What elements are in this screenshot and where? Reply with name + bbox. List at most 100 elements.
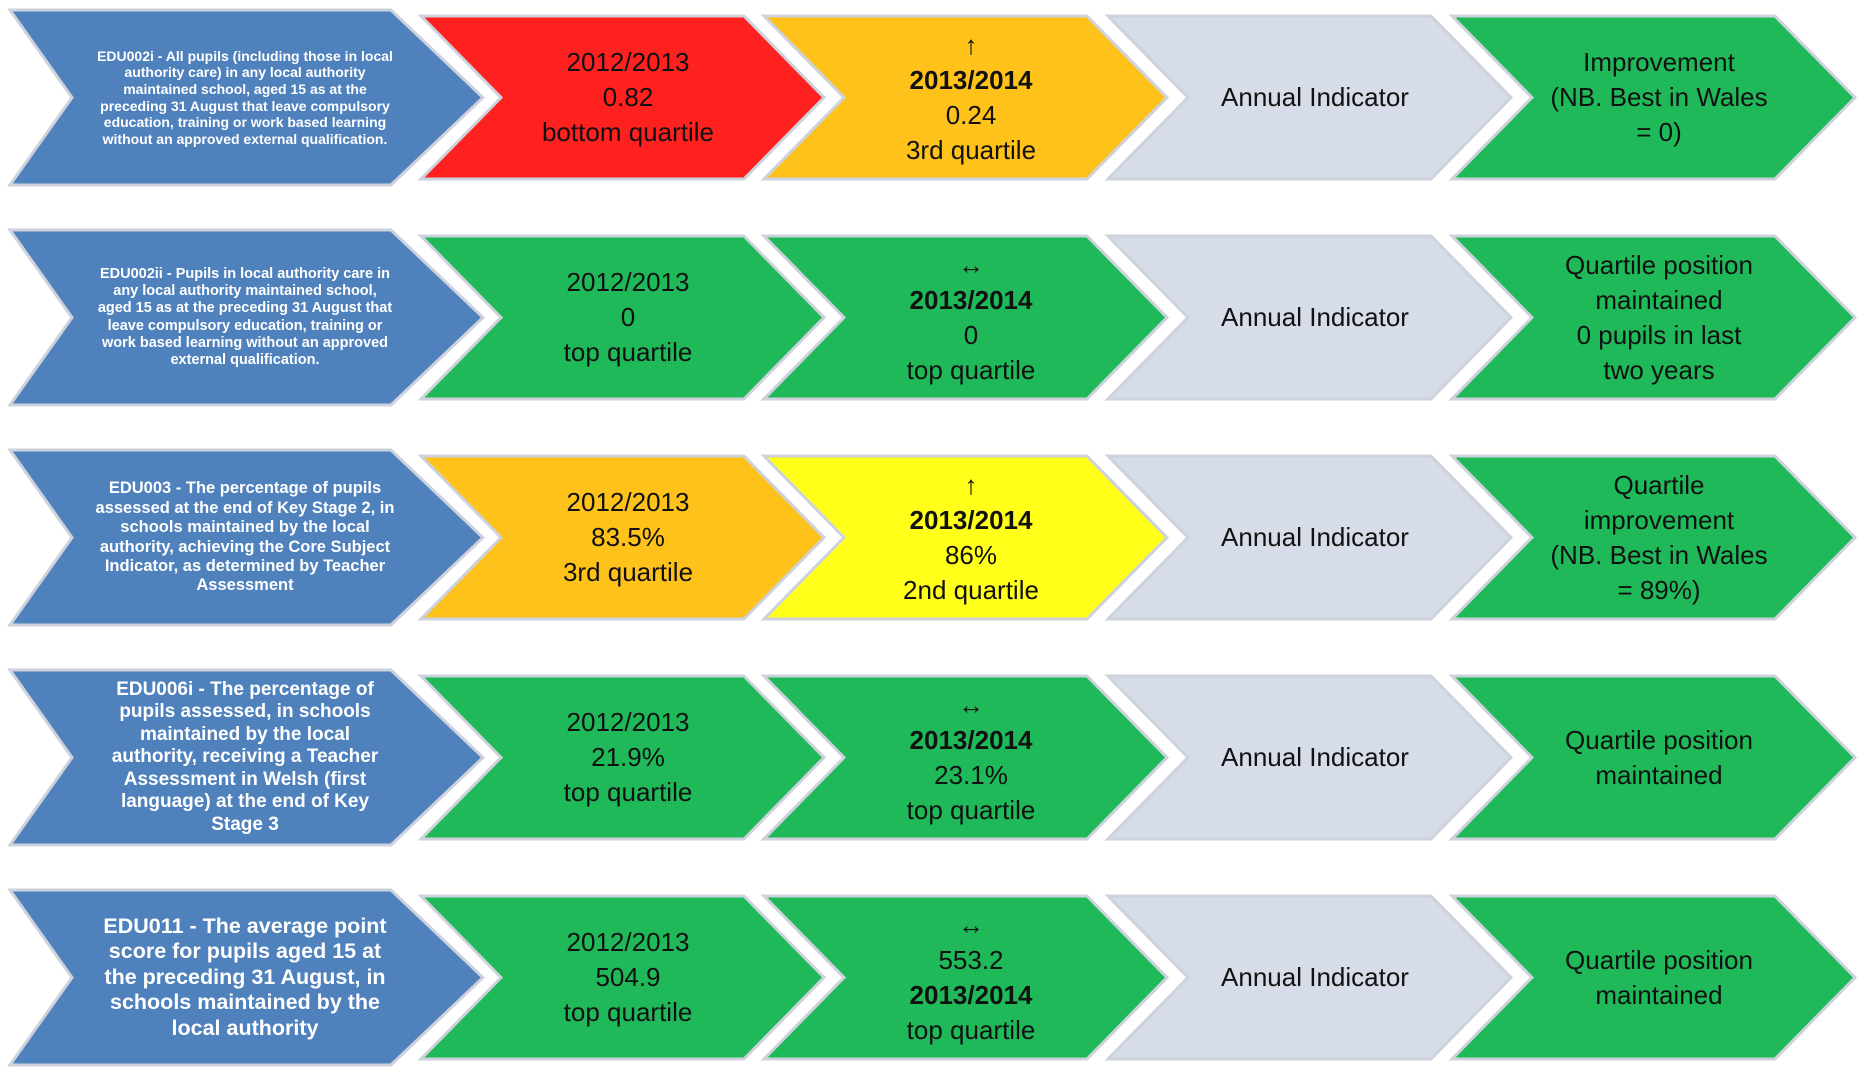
- comment-text: Quartile position maintained: [1509, 896, 1809, 1059]
- current-year-text: ↑ 2013/2014 86% 2nd quartile: [821, 456, 1121, 619]
- frequency-text: Annual Indicator: [1165, 16, 1465, 179]
- text-line: ↔: [958, 249, 984, 280]
- comment-text: Quartile improvement (NB. Best in Wales = 8…: [1509, 456, 1809, 619]
- text-line: 2013/2014: [909, 724, 1033, 755]
- text-line: Quartile position: [1565, 249, 1753, 280]
- text-line: Quartile position: [1565, 944, 1753, 975]
- current-year-text: ↔ 2013/2014 23.1% top quartile: [821, 676, 1121, 839]
- frequency-text: Annual Indicator: [1165, 896, 1465, 1059]
- previous-year-text: 2012/2013 83.5% 3rd quartile: [478, 456, 778, 619]
- text-line: 504.9: [595, 962, 661, 992]
- text-line: 2nd quartile: [903, 574, 1039, 605]
- text-line: top quartile: [906, 354, 1036, 385]
- indicator-chevron: [7, 888, 486, 1067]
- text-line: 2012/2013: [566, 47, 690, 77]
- text-line: 3rd quartile: [905, 134, 1037, 165]
- indicator-text: EDU006i - The percentage of pupils asses…: [111, 679, 379, 835]
- text-line: 83.5%: [591, 522, 665, 552]
- current-year-chevron: [760, 454, 1170, 621]
- comment-chevron: [1448, 454, 1858, 621]
- frequency-chevron: [1104, 894, 1514, 1061]
- text-line: improvement: [1583, 504, 1735, 535]
- text-line: Annual Indicator: [1221, 82, 1409, 112]
- current-year-chevron: [760, 234, 1170, 401]
- comment-chevron: [1448, 674, 1858, 841]
- text-line: Annual Indicator: [1221, 742, 1409, 772]
- previous-year-text: 2012/2013 0 top quartile: [478, 236, 778, 399]
- text-line: 2013/2014: [909, 64, 1033, 95]
- text-line: Annual Indicator: [1221, 962, 1409, 992]
- frequency-text: Annual Indicator: [1165, 456, 1465, 619]
- text-line: 2012/2013: [566, 927, 690, 957]
- indicator-text: EDU002ii - Pupils in local authority car…: [97, 266, 393, 368]
- text-line: 2012/2013: [566, 267, 690, 297]
- text-line: 0: [620, 302, 636, 332]
- text-line: 2012/2013: [566, 487, 690, 517]
- frequency-chevron: [1104, 674, 1514, 841]
- frequency-text: Annual Indicator: [1165, 676, 1465, 839]
- text-line: = 0): [1636, 117, 1682, 147]
- text-line: 2013/2014: [909, 979, 1033, 1010]
- previous-year-chevron: [417, 14, 827, 181]
- text-line: 86%: [944, 539, 998, 570]
- text-line: top quartile: [906, 1014, 1036, 1045]
- text-line: 3rd quartile: [562, 557, 694, 587]
- text-line: maintained: [1595, 759, 1723, 790]
- text-line: 553.2: [938, 944, 1004, 975]
- text-line: ↔: [958, 909, 984, 940]
- text-line: ↔: [958, 689, 984, 720]
- text-line: ↑: [964, 29, 978, 60]
- current-year-chevron: [760, 894, 1170, 1061]
- text-line: (NB. Best in Wales: [1550, 539, 1768, 570]
- comment-chevron: [1448, 14, 1858, 181]
- text-line: = 89%): [1617, 574, 1701, 605]
- text-line: top quartile: [563, 337, 693, 367]
- current-year-text: ↑ 2013/2014 0.24 3rd quartile: [821, 16, 1121, 179]
- text-line: 0.24: [945, 99, 997, 130]
- previous-year-chevron: [417, 894, 827, 1061]
- frequency-chevron: [1104, 454, 1514, 621]
- indicator-text: EDU011 - The average point score for pup…: [103, 914, 387, 1040]
- text-line: bottom quartile: [542, 117, 714, 147]
- indicator-text: EDU002i - All pupils (including those in…: [97, 47, 393, 147]
- text-line: Annual Indicator: [1221, 302, 1409, 332]
- text-line: two years: [1603, 354, 1715, 385]
- text-line: 23.1%: [934, 759, 1008, 790]
- text-line: 2012/2013: [566, 707, 690, 737]
- text-line: (NB. Best in Wales: [1550, 82, 1768, 112]
- text-line: ↑: [964, 469, 978, 500]
- current-year-chevron: [760, 674, 1170, 841]
- comment-chevron: [1448, 234, 1858, 401]
- text-line: top quartile: [906, 794, 1036, 825]
- previous-year-chevron: [417, 454, 827, 621]
- text-line: 2013/2014: [909, 284, 1033, 315]
- indicator-chevron: [7, 668, 486, 847]
- indicator-chevron: [7, 448, 486, 627]
- text-line: maintained: [1595, 284, 1723, 315]
- indicator-chevron: [7, 228, 486, 407]
- text-line: 21.9%: [591, 742, 665, 772]
- text-line: top quartile: [563, 997, 693, 1027]
- text-line: Quartile: [1613, 469, 1705, 500]
- comment-text: Quartile position maintained 0 pupils in l…: [1509, 236, 1809, 399]
- current-year-chevron: [760, 14, 1170, 181]
- text-line: Quartile position: [1565, 724, 1753, 755]
- frequency-text: Annual Indicator: [1165, 236, 1465, 399]
- text-line: 2013/2014: [909, 504, 1033, 535]
- frequency-chevron: [1104, 14, 1514, 181]
- text-line: Annual Indicator: [1221, 522, 1409, 552]
- indicator-chevron: [7, 8, 486, 187]
- comment-chevron: [1448, 894, 1858, 1061]
- previous-year-text: 2012/2013 0.82 bottom quartile: [478, 16, 778, 179]
- text-line: top quartile: [563, 777, 693, 807]
- text-line: 0.82: [602, 82, 654, 112]
- comment-text: Improvement (NB. Best in Wales = 0): [1509, 16, 1809, 179]
- previous-year-chevron: [417, 234, 827, 401]
- previous-year-chevron: [417, 674, 827, 841]
- indicator-text: EDU003 - The percentage of pupils assess…: [95, 479, 395, 595]
- frequency-chevron: [1104, 234, 1514, 401]
- text-line: 0: [963, 319, 979, 350]
- comment-text: Quartile position maintained: [1509, 676, 1809, 839]
